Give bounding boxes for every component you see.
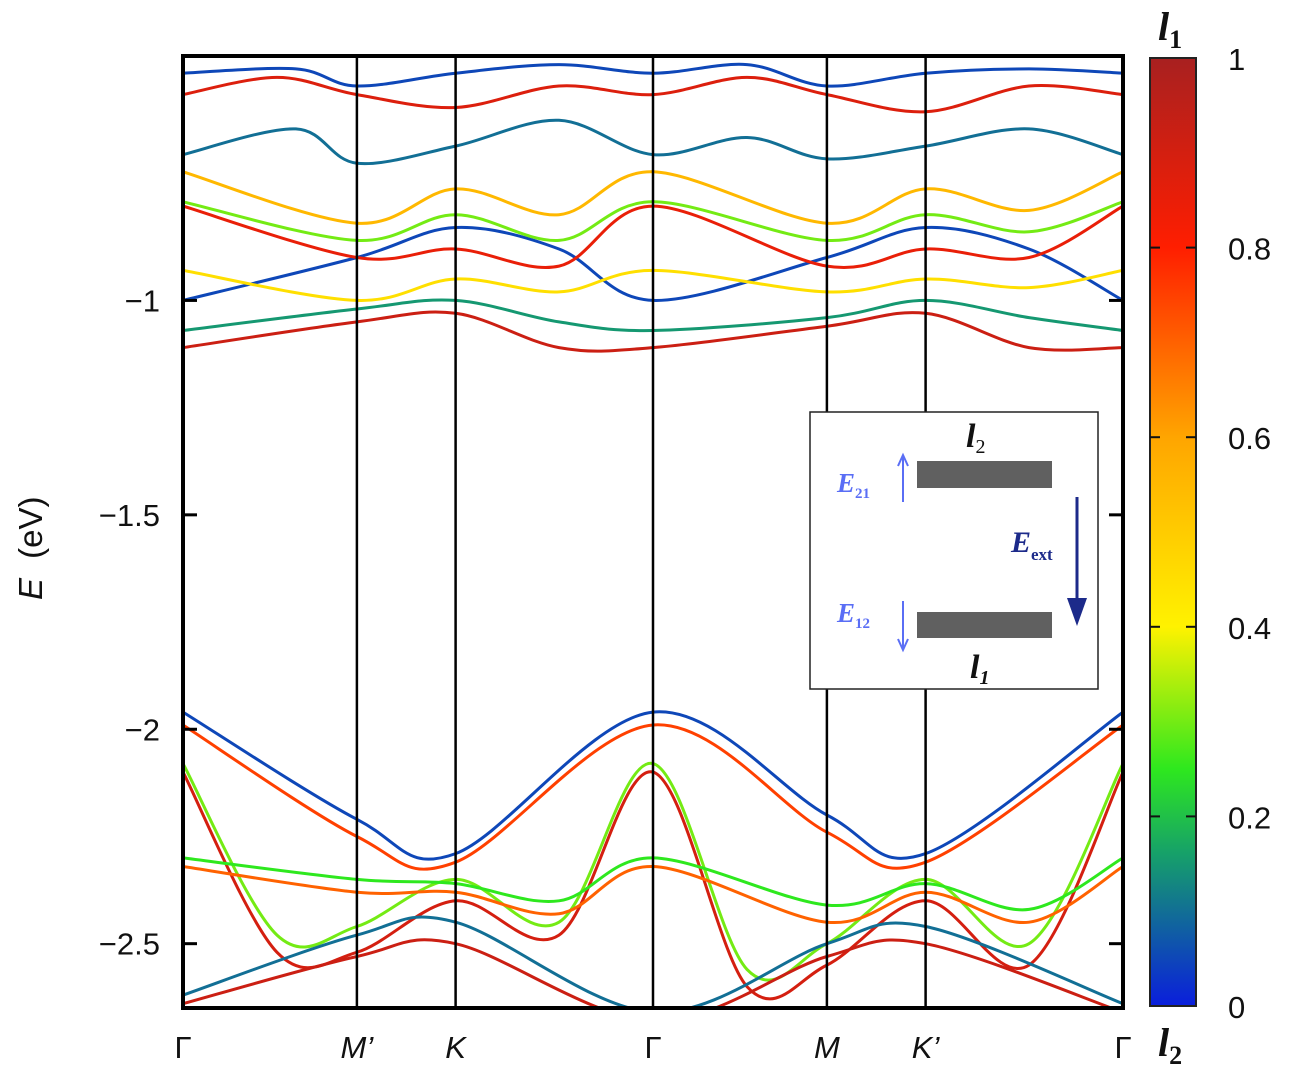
colorbar-ticks: 0 0.2 0.4 0.6 0.8 1 [1150,42,1271,1025]
top-layer-label: l2 [966,418,985,458]
x-tick-label: K’ [912,1030,941,1065]
colorbar-top-sub: 1 [1169,25,1182,54]
field-12-label: E12 [836,598,870,632]
x-tick-label: Γ [644,1030,661,1065]
y-tick-label: −2.5 [99,927,160,962]
field-12-arrow-icon [897,601,909,653]
colorbar-tick-label: 0.8 [1228,232,1271,267]
external-field-arrow-icon [1067,497,1087,626]
inset-frame [809,411,1099,690]
top-layer-slab [917,461,1052,488]
field-ext-label: Eext [1010,526,1053,564]
x-tick-label: Γ [174,1030,191,1065]
x-tick-label: M [814,1030,840,1065]
colorbar [1149,57,1197,1007]
field-21-arrow-icon [897,452,909,502]
bottom-layer-slab [917,612,1052,638]
y-axis-symbol: E [12,577,49,600]
colorbar-tick-label: 1 [1228,42,1245,77]
plot-frame [181,54,1125,1010]
field-21-label: E21 [836,468,870,502]
y-axis-unit: (eV) [12,496,49,558]
y-tick-label: −1.5 [99,498,160,533]
bottom-layer-label: l1 [970,649,989,689]
y-axis-label: E (eV) [12,496,49,600]
colorbar-bottom-label: l2 [1158,1020,1182,1070]
colorbar-tick-label: 0 [1228,990,1245,1025]
y-tick-label: −1 [125,283,160,318]
y-tick-label: −2 [125,712,160,747]
x-tick-label: K [445,1030,467,1065]
x-tick-label: Γ [1114,1030,1131,1065]
colorbar-top-label: l1 [1158,4,1182,54]
bilayer-inset: l2 l1 E21 E12 Eext [809,411,1099,690]
colorbar-tick-label: 0.4 [1228,611,1271,646]
colorbar-tick-label: 0.2 [1228,800,1271,835]
y-axis-ticks: −1 −1.5 −2 −2.5 [99,283,1123,962]
colorbar-tick-label: 0.6 [1228,421,1271,456]
colorbar-bottom-sub: 2 [1169,1041,1182,1070]
x-tick-label: M’ [341,1030,375,1065]
x-axis-labels: Γ M’ K Γ M K’ Γ [174,1030,1131,1065]
